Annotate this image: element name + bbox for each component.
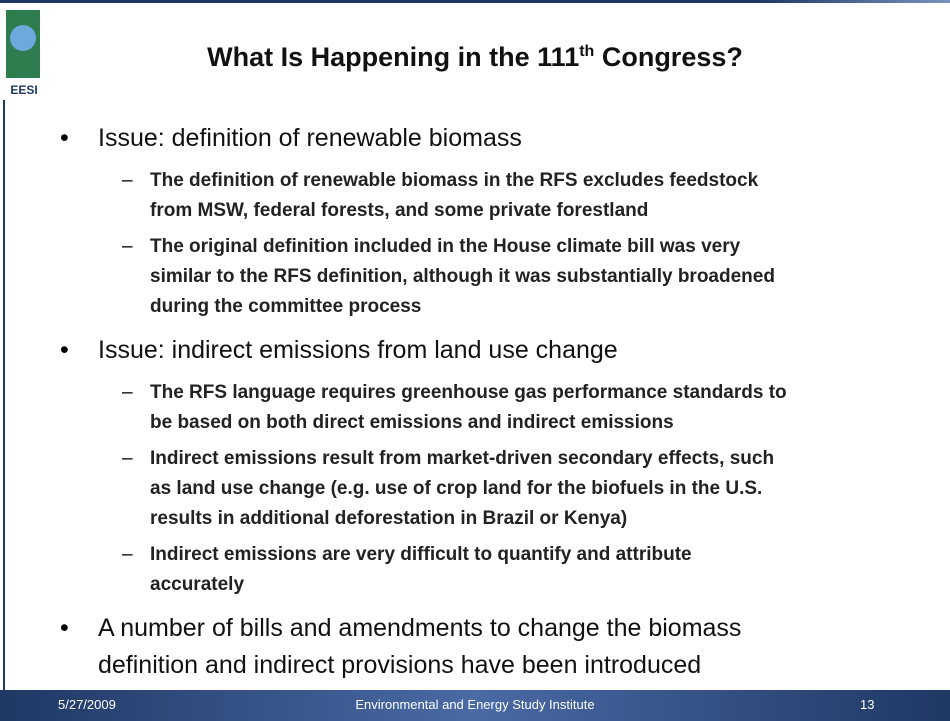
logo: EESI [6, 10, 40, 97]
sub-text: Indirect emissions result from market-dr… [150, 448, 775, 469]
bullet-dot: • [60, 614, 69, 642]
sub-text: as land use change (e.g. use of crop lan… [150, 478, 763, 499]
bullet-text: Issue: indirect emissions from land use … [98, 336, 618, 364]
title-rest: Congress? [594, 42, 743, 72]
sub-text: from MSW, federal forests, and some priv… [150, 200, 649, 221]
left-border [3, 100, 5, 700]
logo-globe-circle [10, 25, 36, 51]
footer-page: 13 [860, 697, 875, 712]
title-main: What Is Happening in the 111 [207, 42, 580, 72]
sub-dash: – [122, 382, 133, 403]
bullet-text: Issue: definition of renewable biomass [98, 124, 522, 152]
sub-text: during the committee process [150, 296, 422, 317]
top-border [0, 0, 950, 3]
sub-dash: – [122, 544, 133, 565]
sub-text: accurately [150, 574, 245, 595]
bullet-text: A number of bills and amendments to chan… [98, 614, 742, 642]
footer-bar [0, 690, 950, 721]
bullet-dot: • [60, 336, 69, 364]
title-sup: th [579, 43, 595, 60]
sub-dash: – [122, 170, 133, 191]
sub-dash: – [122, 236, 133, 257]
bullet-text: definition and indirect provisions have … [98, 651, 702, 679]
sub-text: similar to the RFS definition, although … [150, 266, 775, 287]
sub-text: The definition of renewable biomass in t… [150, 170, 759, 191]
sub-text: The RFS language requires greenhouse gas… [150, 382, 787, 403]
bullet-dot: • [60, 124, 69, 152]
sub-text: Indirect emissions are very difficult to… [150, 544, 692, 565]
sub-text: The original definition included in the … [150, 236, 741, 257]
sub-dash: – [122, 448, 133, 469]
footer-date: 5/27/2009 [58, 697, 116, 712]
sub-text: results in additional deforestation in B… [150, 508, 628, 529]
logo-text: EESI [10, 83, 37, 97]
sub-text: be based on both direct emissions and in… [150, 412, 674, 433]
slide-title: What Is Happening in the 111th Congress? [0, 42, 950, 73]
footer-center: Environmental and Energy Study Institute [355, 697, 595, 712]
